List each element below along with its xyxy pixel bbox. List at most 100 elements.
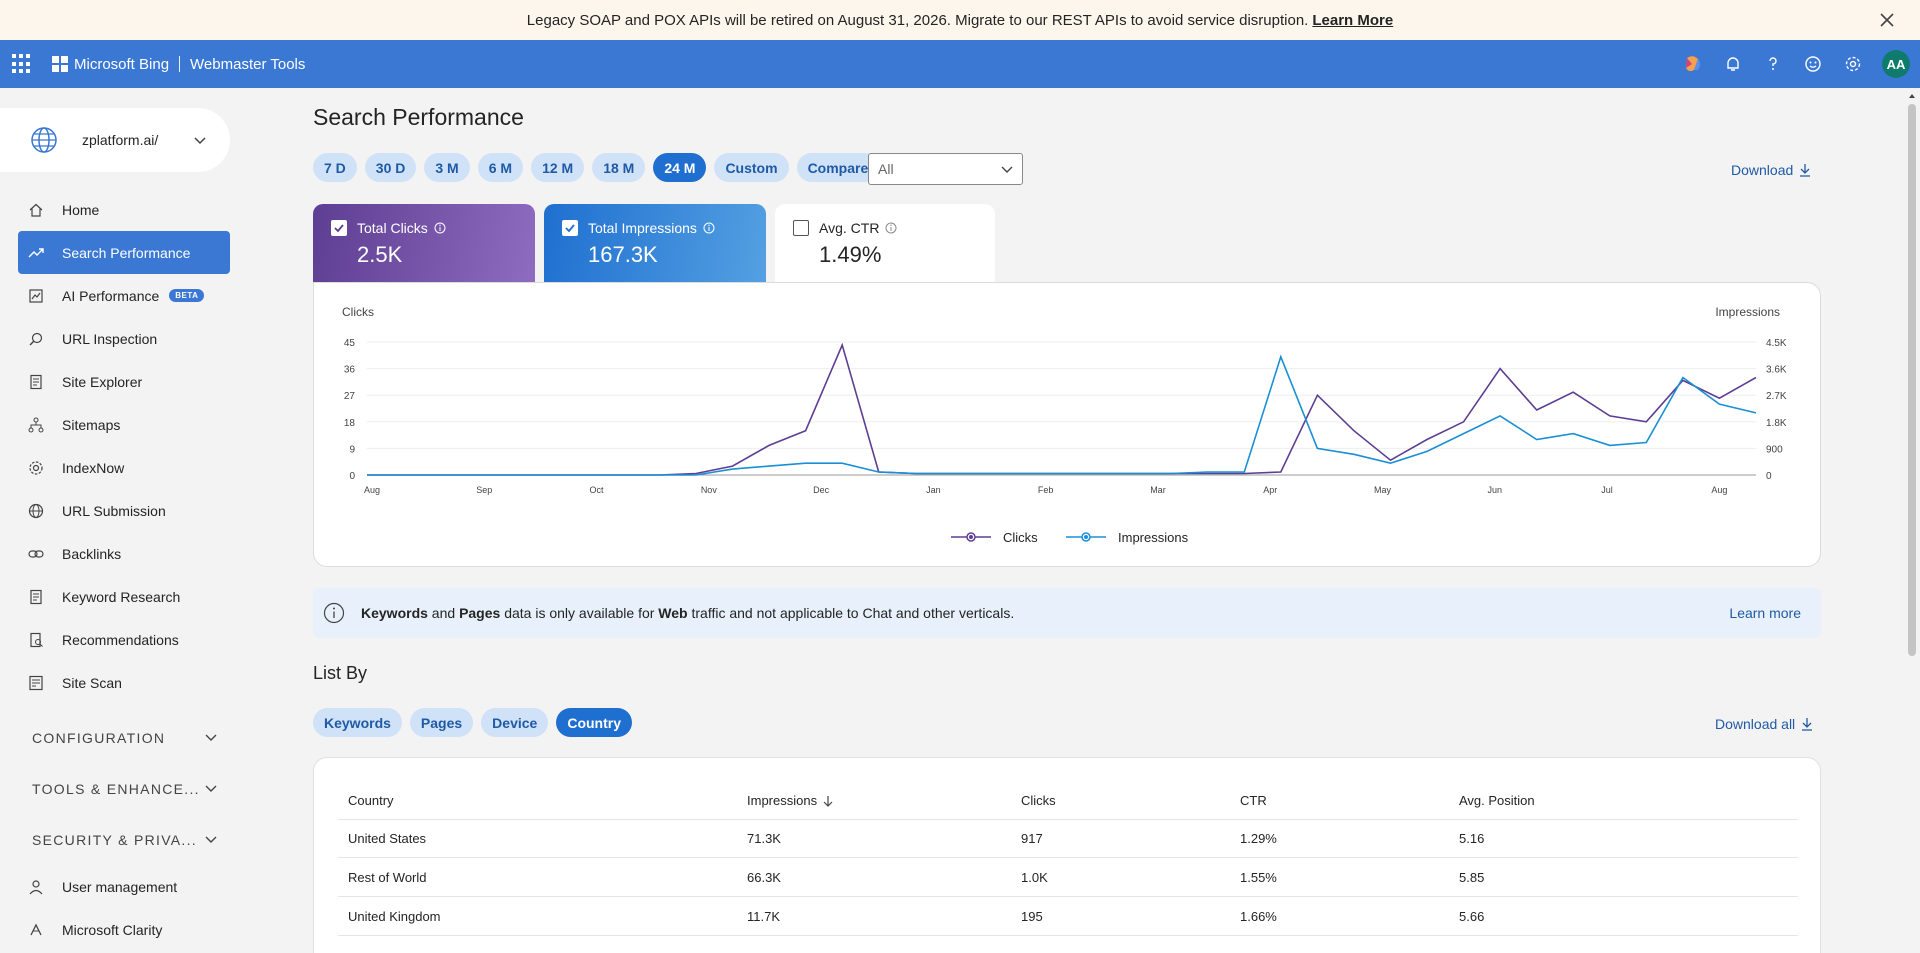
- col-ctr[interactable]: CTR: [1240, 793, 1267, 808]
- close-icon[interactable]: [1876, 9, 1898, 31]
- search-type-select[interactable]: All: [868, 153, 1023, 185]
- range-pill-6m[interactable]: 6 M: [477, 153, 524, 182]
- banner-message: Legacy SOAP and POX APIs will be retired…: [526, 11, 1309, 29]
- sidebar-item-microsoft-clarity[interactable]: Microsoft Clarity: [18, 908, 230, 951]
- table-cell: 1.0K: [1021, 870, 1048, 885]
- col-impressions[interactable]: Impressions: [747, 793, 833, 808]
- notice-learn-more-link[interactable]: Learn more: [1729, 605, 1801, 621]
- sidebar-section-0[interactable]: CONFIGURATION: [18, 712, 230, 763]
- sidebar-item-home[interactable]: Home: [18, 188, 230, 231]
- sidebar-item-label: Site Scan: [62, 674, 122, 691]
- sidebar-item-label: Microsoft Clarity: [62, 921, 163, 938]
- user-avatar[interactable]: AA: [1882, 50, 1910, 78]
- y-tick-label-left: 36: [344, 365, 356, 376]
- range-pill-3m[interactable]: 3 M: [424, 153, 470, 182]
- copilot-icon[interactable]: [1682, 53, 1704, 75]
- select-value: All: [878, 161, 894, 177]
- col-clicks[interactable]: Clicks: [1021, 793, 1056, 808]
- section-label: TOOLS & ENHANCE...: [32, 780, 200, 797]
- list-by-tab-country[interactable]: Country: [556, 708, 632, 737]
- brand[interactable]: Microsoft Bing Webmaster Tools: [52, 56, 305, 73]
- sidebar-item-user-management[interactable]: User management: [18, 865, 230, 908]
- total-impressions-card[interactable]: Total Impressions 167.3K: [544, 204, 766, 282]
- range-pill-30d[interactable]: 30 D: [364, 153, 417, 182]
- sidebar-item-site-explorer[interactable]: Site Explorer: [18, 360, 230, 403]
- range-pill-12m[interactable]: 12 M: [531, 153, 585, 182]
- performance-line-chart: 45 36 27 18 9 0 4.5K 3.6K 2.7K 1.8K 900 0 Aug Sep Oct N…: [344, 338, 1787, 545]
- sidebar-item-search-performance[interactable]: Search Performance: [18, 231, 230, 274]
- performance-chart-card: Clicks Impressions 45 36 27 18 9 0 4.5K 3.6K 2.7…: [313, 282, 1821, 567]
- col-avg-position[interactable]: Avg. Position: [1459, 793, 1535, 808]
- bell-icon[interactable]: [1722, 53, 1744, 75]
- app-launcher-icon[interactable]: [12, 54, 32, 74]
- sidebar-section-2[interactable]: SECURITY & PRIVA...: [18, 814, 230, 865]
- table-row[interactable]: United States 71.3K 917 1.29% 5.16: [338, 820, 1798, 858]
- site-picker[interactable]: zplatform.ai/: [0, 108, 230, 172]
- y-tick-label-right: 4.5K: [1766, 338, 1787, 349]
- sidebar-section-1[interactable]: TOOLS & ENHANCE...: [18, 763, 230, 814]
- y-tick-label-left: 9: [349, 444, 355, 455]
- scroll-up-icon[interactable]: [1908, 92, 1916, 100]
- sidebar-item-url-inspection[interactable]: URL Inspection: [18, 317, 230, 360]
- sidebar-item-sitemaps[interactable]: Sitemaps: [18, 403, 230, 446]
- help-icon[interactable]: [1762, 53, 1784, 75]
- table-cell: 1.29%: [1240, 831, 1277, 846]
- country-table: Country Impressions Clicks CTR Avg. Posi…: [313, 757, 1821, 953]
- x-tick-label: Feb: [1038, 485, 1054, 495]
- chevron-down-icon: [1001, 166, 1013, 173]
- sidebar-item-url-submission[interactable]: URL Submission: [18, 489, 230, 532]
- impressions-label: Total Impressions: [588, 220, 697, 236]
- page-title: Search Performance: [313, 104, 524, 130]
- download-all-button[interactable]: Download all: [1715, 716, 1813, 732]
- link-icon: [28, 546, 44, 562]
- x-tick-label: Apr: [1263, 485, 1277, 495]
- section-label: SECURITY & PRIVA...: [32, 831, 197, 848]
- sidebar-item-indexnow[interactable]: IndexNow: [18, 446, 230, 489]
- sidebar-item-ai-performance[interactable]: AI Performance BETA: [18, 274, 230, 317]
- sidebar-item-label: Keyword Research: [62, 588, 181, 605]
- x-tick-label: Dec: [813, 485, 830, 495]
- sidebar-item-label: URL Submission: [62, 502, 166, 519]
- banner-learn-more-link[interactable]: Learn More: [1312, 11, 1394, 29]
- table-row[interactable]: Rest of World 66.3K 1.0K 1.55% 5.85: [338, 859, 1798, 897]
- avg-ctr-card[interactable]: Avg. CTR 1.49%: [775, 204, 995, 282]
- table-cell: 195: [1021, 909, 1043, 924]
- legend-marker-dot: [969, 535, 973, 539]
- list-by-tab-pages[interactable]: Pages: [409, 708, 474, 737]
- sidebar-item-site-scan[interactable]: Site Scan: [18, 661, 230, 704]
- table-cell: 5.16: [1459, 831, 1485, 846]
- sidebar-item-label: IndexNow: [62, 459, 125, 476]
- table-cell: 1.66%: [1240, 909, 1277, 924]
- download-button[interactable]: Download: [1731, 162, 1811, 178]
- table-row[interactable]: United Kingdom 11.7K 195 1.66% 5.66: [338, 898, 1798, 936]
- impressions-checkbox[interactable]: [562, 220, 578, 236]
- download-all-label: Download all: [1715, 716, 1796, 732]
- web-traffic-notice: Keywords and Pages data is only availabl…: [313, 588, 1821, 638]
- table-cell: 11.7K: [747, 909, 781, 924]
- page-scrollbar[interactable]: [1908, 104, 1916, 656]
- table-cell: 917: [1021, 831, 1043, 846]
- list-by-tab-device[interactable]: Device: [481, 708, 549, 737]
- user-icon: [28, 879, 44, 895]
- sidebar-item-backlinks[interactable]: Backlinks: [18, 532, 230, 575]
- range-pill-compare[interactable]: Compare: [796, 153, 880, 182]
- list-by-tab-keywords[interactable]: Keywords: [313, 708, 402, 737]
- left-axis-title: Clicks: [342, 305, 374, 319]
- col-country[interactable]: Country: [348, 793, 394, 808]
- sidebar-item-keyword-research[interactable]: Keyword Research: [18, 575, 230, 618]
- range-pill-18m[interactable]: 18 M: [592, 153, 646, 182]
- total-clicks-card[interactable]: Total Clicks 2.5K: [313, 204, 535, 282]
- document-icon: [28, 589, 44, 605]
- sidebar-item-recommendations[interactable]: Recommendations: [18, 618, 230, 661]
- ctr-checkbox[interactable]: [793, 220, 809, 236]
- y-tick-label-right: 3.6K: [1766, 365, 1787, 376]
- range-pill-custom[interactable]: Custom: [714, 153, 789, 182]
- feedback-smiley-icon[interactable]: [1802, 53, 1824, 75]
- x-tick-label: Jan: [926, 485, 941, 495]
- clicks-checkbox[interactable]: [331, 220, 347, 236]
- range-pill-7d[interactable]: 7 D: [313, 153, 357, 182]
- sidebar: zplatform.ai/ Home Search Performance AI P…: [0, 88, 240, 953]
- right-axis-title: Impressions: [1715, 305, 1780, 319]
- settings-gear-icon[interactable]: [1842, 53, 1864, 75]
- range-pill-24m[interactable]: 24 M: [653, 153, 707, 182]
